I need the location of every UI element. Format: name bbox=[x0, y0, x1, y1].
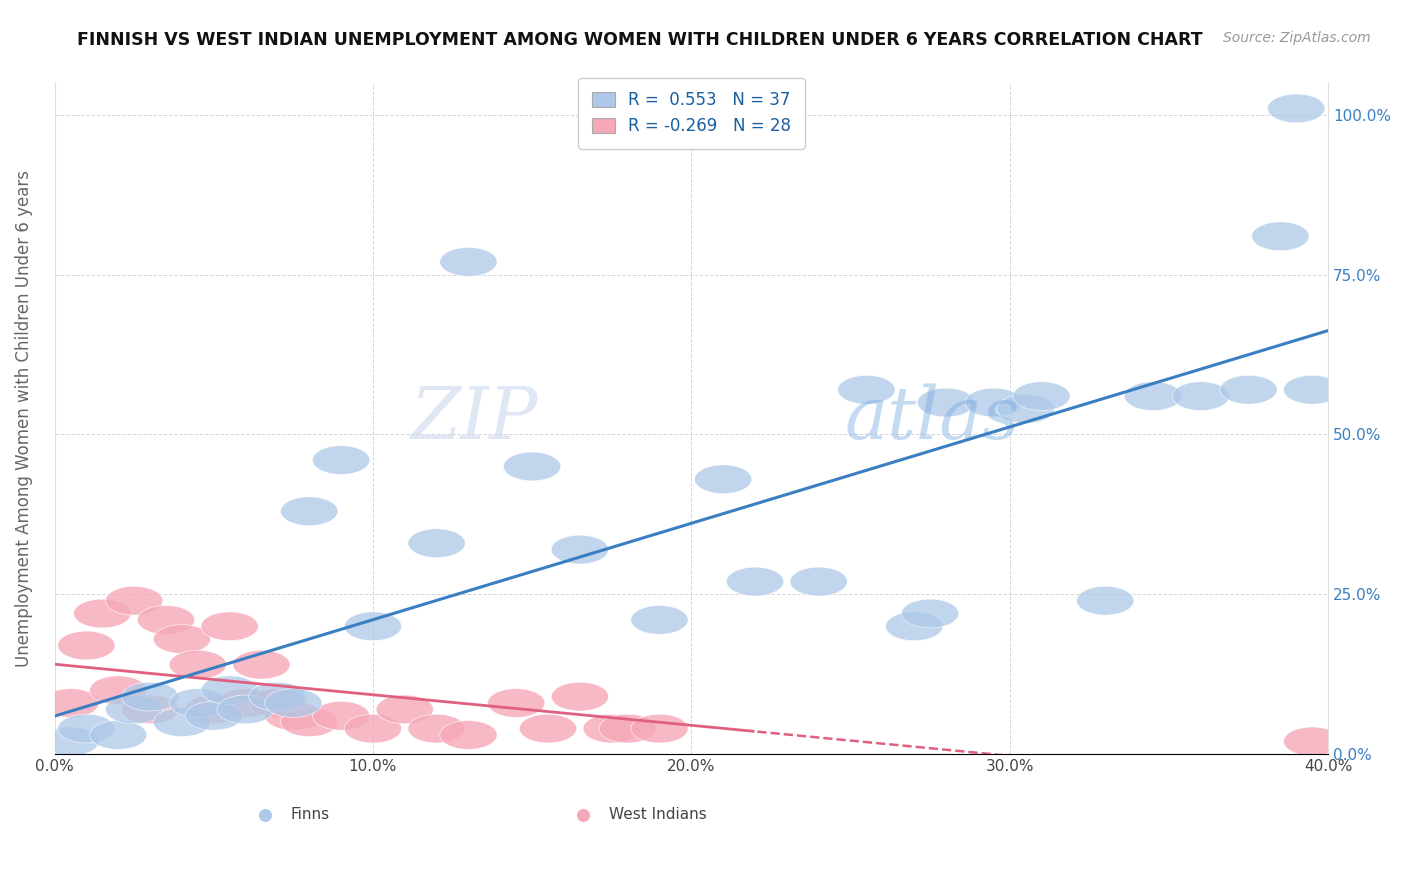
Ellipse shape bbox=[186, 695, 242, 723]
Ellipse shape bbox=[58, 714, 115, 743]
Ellipse shape bbox=[551, 535, 609, 564]
Ellipse shape bbox=[42, 689, 98, 717]
Ellipse shape bbox=[312, 446, 370, 475]
Ellipse shape bbox=[997, 394, 1054, 424]
Ellipse shape bbox=[599, 714, 657, 743]
Ellipse shape bbox=[886, 612, 943, 640]
Ellipse shape bbox=[551, 682, 609, 711]
Ellipse shape bbox=[408, 529, 465, 558]
Ellipse shape bbox=[249, 682, 307, 711]
Ellipse shape bbox=[153, 624, 211, 654]
Ellipse shape bbox=[1284, 376, 1341, 404]
Text: Finns: Finns bbox=[290, 807, 329, 822]
Ellipse shape bbox=[503, 452, 561, 481]
Ellipse shape bbox=[312, 701, 370, 731]
Text: Source: ZipAtlas.com: Source: ZipAtlas.com bbox=[1223, 31, 1371, 45]
Ellipse shape bbox=[169, 650, 226, 679]
Ellipse shape bbox=[90, 721, 146, 749]
Ellipse shape bbox=[201, 676, 259, 705]
Ellipse shape bbox=[838, 376, 896, 404]
Ellipse shape bbox=[901, 599, 959, 628]
Ellipse shape bbox=[105, 586, 163, 615]
Ellipse shape bbox=[1251, 222, 1309, 251]
Ellipse shape bbox=[138, 606, 194, 634]
Ellipse shape bbox=[264, 689, 322, 717]
Ellipse shape bbox=[583, 714, 640, 743]
Point bbox=[568, 805, 591, 819]
Ellipse shape bbox=[58, 631, 115, 660]
Ellipse shape bbox=[727, 567, 783, 596]
Ellipse shape bbox=[408, 714, 465, 743]
Ellipse shape bbox=[1268, 94, 1324, 123]
Ellipse shape bbox=[1012, 382, 1070, 410]
Ellipse shape bbox=[1125, 382, 1181, 410]
Ellipse shape bbox=[201, 612, 259, 640]
Ellipse shape bbox=[695, 465, 752, 493]
Text: West Indians: West Indians bbox=[609, 807, 706, 822]
Ellipse shape bbox=[186, 701, 242, 731]
Ellipse shape bbox=[249, 689, 307, 717]
Ellipse shape bbox=[965, 388, 1022, 417]
Ellipse shape bbox=[153, 708, 211, 737]
Ellipse shape bbox=[281, 497, 337, 525]
Ellipse shape bbox=[344, 714, 402, 743]
Ellipse shape bbox=[217, 695, 274, 723]
Y-axis label: Unemployment Among Women with Children Under 6 years: Unemployment Among Women with Children U… bbox=[15, 170, 32, 667]
Text: FINNISH VS WEST INDIAN UNEMPLOYMENT AMONG WOMEN WITH CHILDREN UNDER 6 YEARS CORR: FINNISH VS WEST INDIAN UNEMPLOYMENT AMON… bbox=[77, 31, 1204, 49]
Legend: R =  0.553   N = 37, R = -0.269   N = 28: R = 0.553 N = 37, R = -0.269 N = 28 bbox=[578, 78, 804, 149]
Ellipse shape bbox=[42, 727, 98, 756]
Ellipse shape bbox=[631, 606, 688, 634]
Ellipse shape bbox=[90, 676, 146, 705]
Ellipse shape bbox=[73, 599, 131, 628]
Ellipse shape bbox=[519, 714, 576, 743]
Ellipse shape bbox=[377, 695, 433, 723]
Ellipse shape bbox=[440, 247, 498, 277]
Ellipse shape bbox=[121, 682, 179, 711]
Ellipse shape bbox=[121, 695, 179, 723]
Text: atlas: atlas bbox=[844, 384, 1019, 454]
Ellipse shape bbox=[281, 708, 337, 737]
Ellipse shape bbox=[169, 689, 226, 717]
Ellipse shape bbox=[631, 714, 688, 743]
Point bbox=[1365, 805, 1388, 819]
Ellipse shape bbox=[440, 721, 498, 749]
Ellipse shape bbox=[105, 695, 163, 723]
Ellipse shape bbox=[1077, 586, 1133, 615]
Ellipse shape bbox=[1284, 727, 1341, 756]
Ellipse shape bbox=[1220, 376, 1277, 404]
Ellipse shape bbox=[344, 612, 402, 640]
Ellipse shape bbox=[264, 701, 322, 731]
Text: ZIP: ZIP bbox=[411, 384, 538, 454]
Ellipse shape bbox=[1173, 382, 1229, 410]
Ellipse shape bbox=[488, 689, 546, 717]
Ellipse shape bbox=[790, 567, 848, 596]
Ellipse shape bbox=[917, 388, 974, 417]
Ellipse shape bbox=[217, 689, 274, 717]
Ellipse shape bbox=[233, 650, 290, 679]
